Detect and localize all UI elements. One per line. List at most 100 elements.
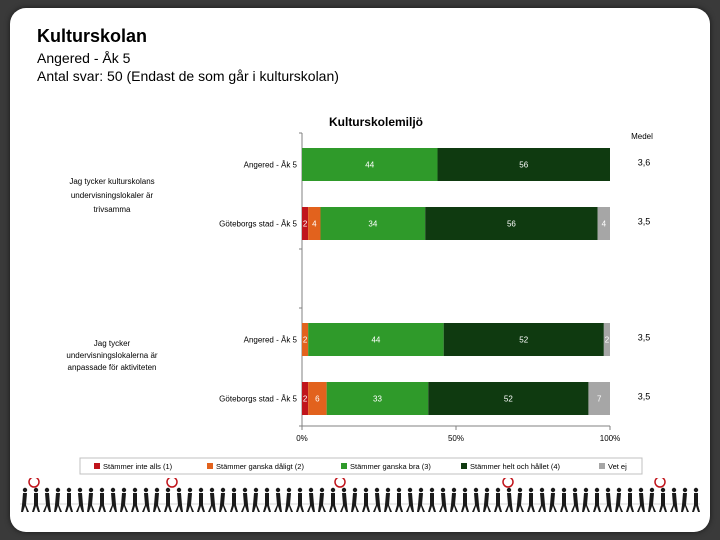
walking-figure-icon: [395, 487, 403, 512]
bar-segment: [443, 323, 604, 356]
walking-figure-icon: [164, 487, 172, 512]
walking-figure-icon: [549, 487, 557, 512]
mean-value: 3,6: [638, 158, 651, 168]
walking-figure-icon: [593, 487, 601, 512]
walking-figure-icon: [648, 487, 656, 512]
walking-figure-icon: [571, 487, 579, 512]
walking-figure-icon: [692, 487, 700, 512]
bar-data-label: 33: [373, 395, 382, 404]
bar-segment: [308, 323, 444, 356]
bar-segment: [603, 323, 610, 356]
walking-figure-icon: [340, 487, 348, 512]
bar-category-label: Angered - Åk 5: [244, 336, 298, 345]
walking-figure-icon: [384, 487, 392, 512]
bar-data-label: 52: [504, 395, 513, 404]
x-tick-label: 100%: [600, 434, 620, 443]
walking-figure-icon: [65, 487, 73, 512]
target-ring-icon: [28, 478, 40, 488]
legend-label: Stämmer ganska bra (3): [350, 462, 431, 471]
bar-segment: [302, 148, 438, 181]
bar-category-label: Göteborgs stad - Åk 5: [219, 220, 297, 229]
walking-figure-icon: [120, 487, 128, 512]
bar-data-label: 56: [507, 220, 516, 229]
walking-figure-icon: [296, 487, 304, 512]
chart-title: Kulturskolemiljö: [329, 115, 423, 129]
bar-category-label: Göteborgs stad - Åk 5: [219, 395, 297, 404]
walking-figure-icon: [153, 487, 161, 512]
walking-figure-icon: [505, 487, 513, 512]
bar-data-label: 7: [597, 395, 602, 404]
walking-figure-icon: [417, 487, 425, 512]
bar-data-label: 2: [303, 395, 308, 404]
walking-figure-icon: [582, 487, 590, 512]
walking-figure-icon: [450, 487, 458, 512]
bar-category-label: Angered - Åk 5: [244, 161, 298, 170]
walking-figure-icon: [351, 487, 359, 512]
walking-figure-icon: [681, 487, 689, 512]
x-tick-label: 50%: [448, 434, 464, 443]
walking-figure-icon: [637, 487, 645, 512]
legend-box: [79, 457, 643, 475]
walking-figure-icon: [406, 487, 414, 512]
x-tick-label: 0%: [296, 434, 308, 443]
walking-figure-icon: [252, 487, 260, 512]
question-label: Jag tycker undervisningslokalerna är anpas…: [66, 339, 158, 372]
bar-data-label: 0: [611, 161, 616, 170]
question-label: Jag tycker kulturskolans undervisningslok…: [69, 177, 154, 214]
walking-figure-icon: [43, 487, 51, 512]
walking-figure-icon: [461, 487, 469, 512]
walking-figure-icon: [615, 487, 623, 512]
walking-figure-icon: [560, 487, 568, 512]
bar-data-label: 56: [519, 161, 528, 170]
target-ring-icon: [654, 478, 666, 488]
walking-figure-icon: [494, 487, 502, 512]
legend-swatch: [94, 463, 100, 469]
walking-figure-icon: [274, 487, 282, 512]
bar-segment: [302, 207, 309, 240]
legend-swatch: [207, 463, 213, 469]
walking-figure-icon: [197, 487, 205, 512]
bar-data-label: 2: [303, 336, 308, 345]
walking-figure-icon: [307, 487, 315, 512]
legend-swatch: [461, 463, 467, 469]
walking-figure-icon: [230, 487, 238, 512]
slide: Kulturskolan Angered - Åk 5 Antal svar: …: [10, 8, 710, 532]
legend-swatch: [599, 463, 605, 469]
walking-figure-icon: [109, 487, 117, 512]
bar-data-label: 4: [312, 220, 317, 229]
subtitle-respondents: Antal svar: 50 (Endast de som går i kult…: [37, 68, 339, 84]
footer-decoration: [20, 478, 700, 512]
legend-swatch: [341, 463, 347, 469]
walking-figure-icon: [219, 487, 227, 512]
target-ring-icon: [166, 478, 178, 488]
walking-figure-icon: [527, 487, 535, 512]
bar-segment: [437, 148, 610, 181]
walking-figure-icon: [362, 487, 370, 512]
bar-data-label: 52: [519, 336, 528, 345]
walking-figure-icon: [54, 487, 62, 512]
walking-figure-icon: [604, 487, 612, 512]
walking-figure-icon: [538, 487, 546, 512]
bar-data-label: 4: [602, 220, 607, 229]
bar-data-label: 2: [303, 220, 308, 229]
walking-figure-icon: [329, 487, 337, 512]
legend-label: Stämmer ganska dåligt (2): [216, 462, 304, 471]
bar-segment: [326, 382, 429, 415]
walking-figure-icon: [131, 487, 139, 512]
walking-figure-icon: [87, 487, 95, 512]
legend-label: Vet ej: [608, 462, 627, 471]
bar-segment: [308, 207, 321, 240]
target-ring-icon: [334, 478, 346, 488]
target-ring-icon: [502, 478, 514, 488]
bar-segment: [425, 207, 598, 240]
walking-figure-icon: [241, 487, 249, 512]
walking-figure-icon: [98, 487, 106, 512]
stacked-bar-chart: Kulturskolemiljö Medel Jag tycker kultursk…: [66, 115, 653, 475]
legend-label: Stämmer helt och hållet (4): [470, 462, 561, 471]
mean-value: 3,5: [638, 217, 651, 227]
subtitle-school: Angered - Åk 5: [37, 50, 131, 66]
bar-segment: [308, 382, 327, 415]
walking-figure-icon: [76, 487, 84, 512]
bar-segment: [302, 323, 309, 356]
bar-data-label: 2: [605, 336, 610, 345]
